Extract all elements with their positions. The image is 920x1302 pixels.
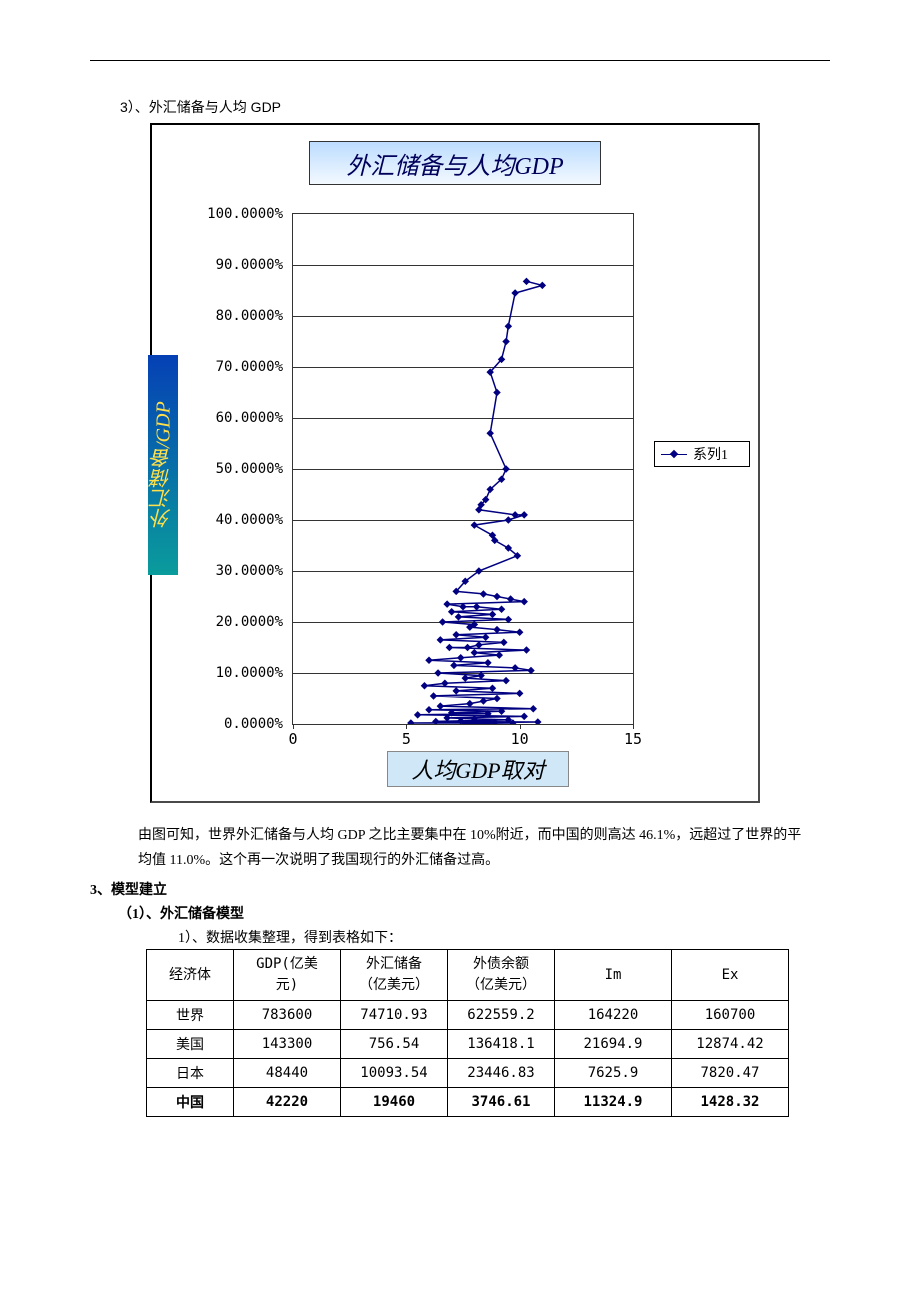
table-cell: 日本 xyxy=(147,1059,234,1088)
ytick-label: 60.0000% xyxy=(173,410,283,426)
chart-caption: 3）、外汇储备与人均 GDP xyxy=(120,97,830,117)
table-cell: 11324.9 xyxy=(555,1088,672,1117)
table-cell: 756.54 xyxy=(341,1030,448,1059)
table-cell: 42220 xyxy=(234,1088,341,1117)
table-cell: 622559.2 xyxy=(448,1001,555,1030)
table-cell: 1428.32 xyxy=(672,1088,789,1117)
table-cell: 783600 xyxy=(234,1001,341,1030)
ytick-label: 70.0000% xyxy=(173,359,283,375)
x-axis-label: 人均GDP取对 xyxy=(387,751,569,787)
plot-area: 0.0000%10.0000%20.0000%30.0000%40.0000%5… xyxy=(292,213,634,725)
table-header: Ex xyxy=(672,950,789,1001)
table-row: 日本4844010093.5423446.837625.97820.47 xyxy=(147,1059,789,1088)
chart-title: 外汇储备与人均GDP xyxy=(346,146,563,181)
table-row: 美国143300756.54136418.121694.912874.42 xyxy=(147,1030,789,1059)
xtick-label: 15 xyxy=(613,730,653,748)
subsection-heading-3-1: （1）、外汇储备模型 xyxy=(118,903,830,923)
table-cell: 21694.9 xyxy=(555,1030,672,1059)
xtick-label: 10 xyxy=(500,730,540,748)
legend: 系列1 xyxy=(654,441,750,467)
chart-title-box: 外汇储备与人均GDP xyxy=(309,141,601,185)
ytick-label: 0.0000% xyxy=(173,716,283,732)
table-row: 世界78360074710.93622559.2164220160700 xyxy=(147,1001,789,1030)
table-cell: 7625.9 xyxy=(555,1059,672,1088)
table-cell: 160700 xyxy=(672,1001,789,1030)
table-header: 外债余额（亿美元） xyxy=(448,950,555,1001)
data-table: 经济体GDP(亿美元)外汇储备（亿美元）外债余额（亿美元）ImEx 世界7836… xyxy=(146,949,789,1117)
ytick-label: 90.0000% xyxy=(173,257,283,273)
xtick-label: 5 xyxy=(386,730,426,748)
legend-marker-icon xyxy=(661,454,687,455)
table-header: GDP(亿美元) xyxy=(234,950,341,1001)
ytick-label: 80.0000% xyxy=(173,308,283,324)
table-cell: 美国 xyxy=(147,1030,234,1059)
ytick-label: 40.0000% xyxy=(173,512,283,528)
table-cell: 12874.42 xyxy=(672,1030,789,1059)
chart-container: 外汇储备与人均GDP 外汇储备/GDP 0.0000%10.0000%20.00… xyxy=(150,123,760,803)
table-cell: 74710.93 xyxy=(341,1001,448,1030)
table-cell: 10093.54 xyxy=(341,1059,448,1088)
table-cell: 世界 xyxy=(147,1001,234,1030)
table-cell: 136418.1 xyxy=(448,1030,555,1059)
table-cell: 164220 xyxy=(555,1001,672,1030)
table-cell: 3746.61 xyxy=(448,1088,555,1117)
ytick-label: 20.0000% xyxy=(173,614,283,630)
ytick-label: 100.0000% xyxy=(173,206,283,222)
table-header: Im xyxy=(555,950,672,1001)
ytick-label: 30.0000% xyxy=(173,563,283,579)
section-heading-3: 3、模型建立 xyxy=(90,879,830,899)
ytick-label: 50.0000% xyxy=(173,461,283,477)
legend-label: 系列1 xyxy=(693,444,728,464)
xtick-label: 0 xyxy=(273,730,313,748)
table-note: 1）、数据收集整理，得到表格如下： xyxy=(178,927,830,947)
table-cell: 7820.47 xyxy=(672,1059,789,1088)
table-header: 经济体 xyxy=(147,950,234,1001)
table-cell: 19460 xyxy=(341,1088,448,1117)
table-cell: 23446.83 xyxy=(448,1059,555,1088)
table-cell: 143300 xyxy=(234,1030,341,1059)
table-cell: 48440 xyxy=(234,1059,341,1088)
paragraph-analysis: 由图可知，世界外汇储备与人均 GDP 之比主要集中在 10%附近，而中国的则高达… xyxy=(138,823,810,873)
ytick-label: 10.0000% xyxy=(173,665,283,681)
table-row: 中国42220194603746.6111324.91428.32 xyxy=(147,1088,789,1117)
table-cell: 中国 xyxy=(147,1088,234,1117)
table-header: 外汇储备（亿美元） xyxy=(341,950,448,1001)
